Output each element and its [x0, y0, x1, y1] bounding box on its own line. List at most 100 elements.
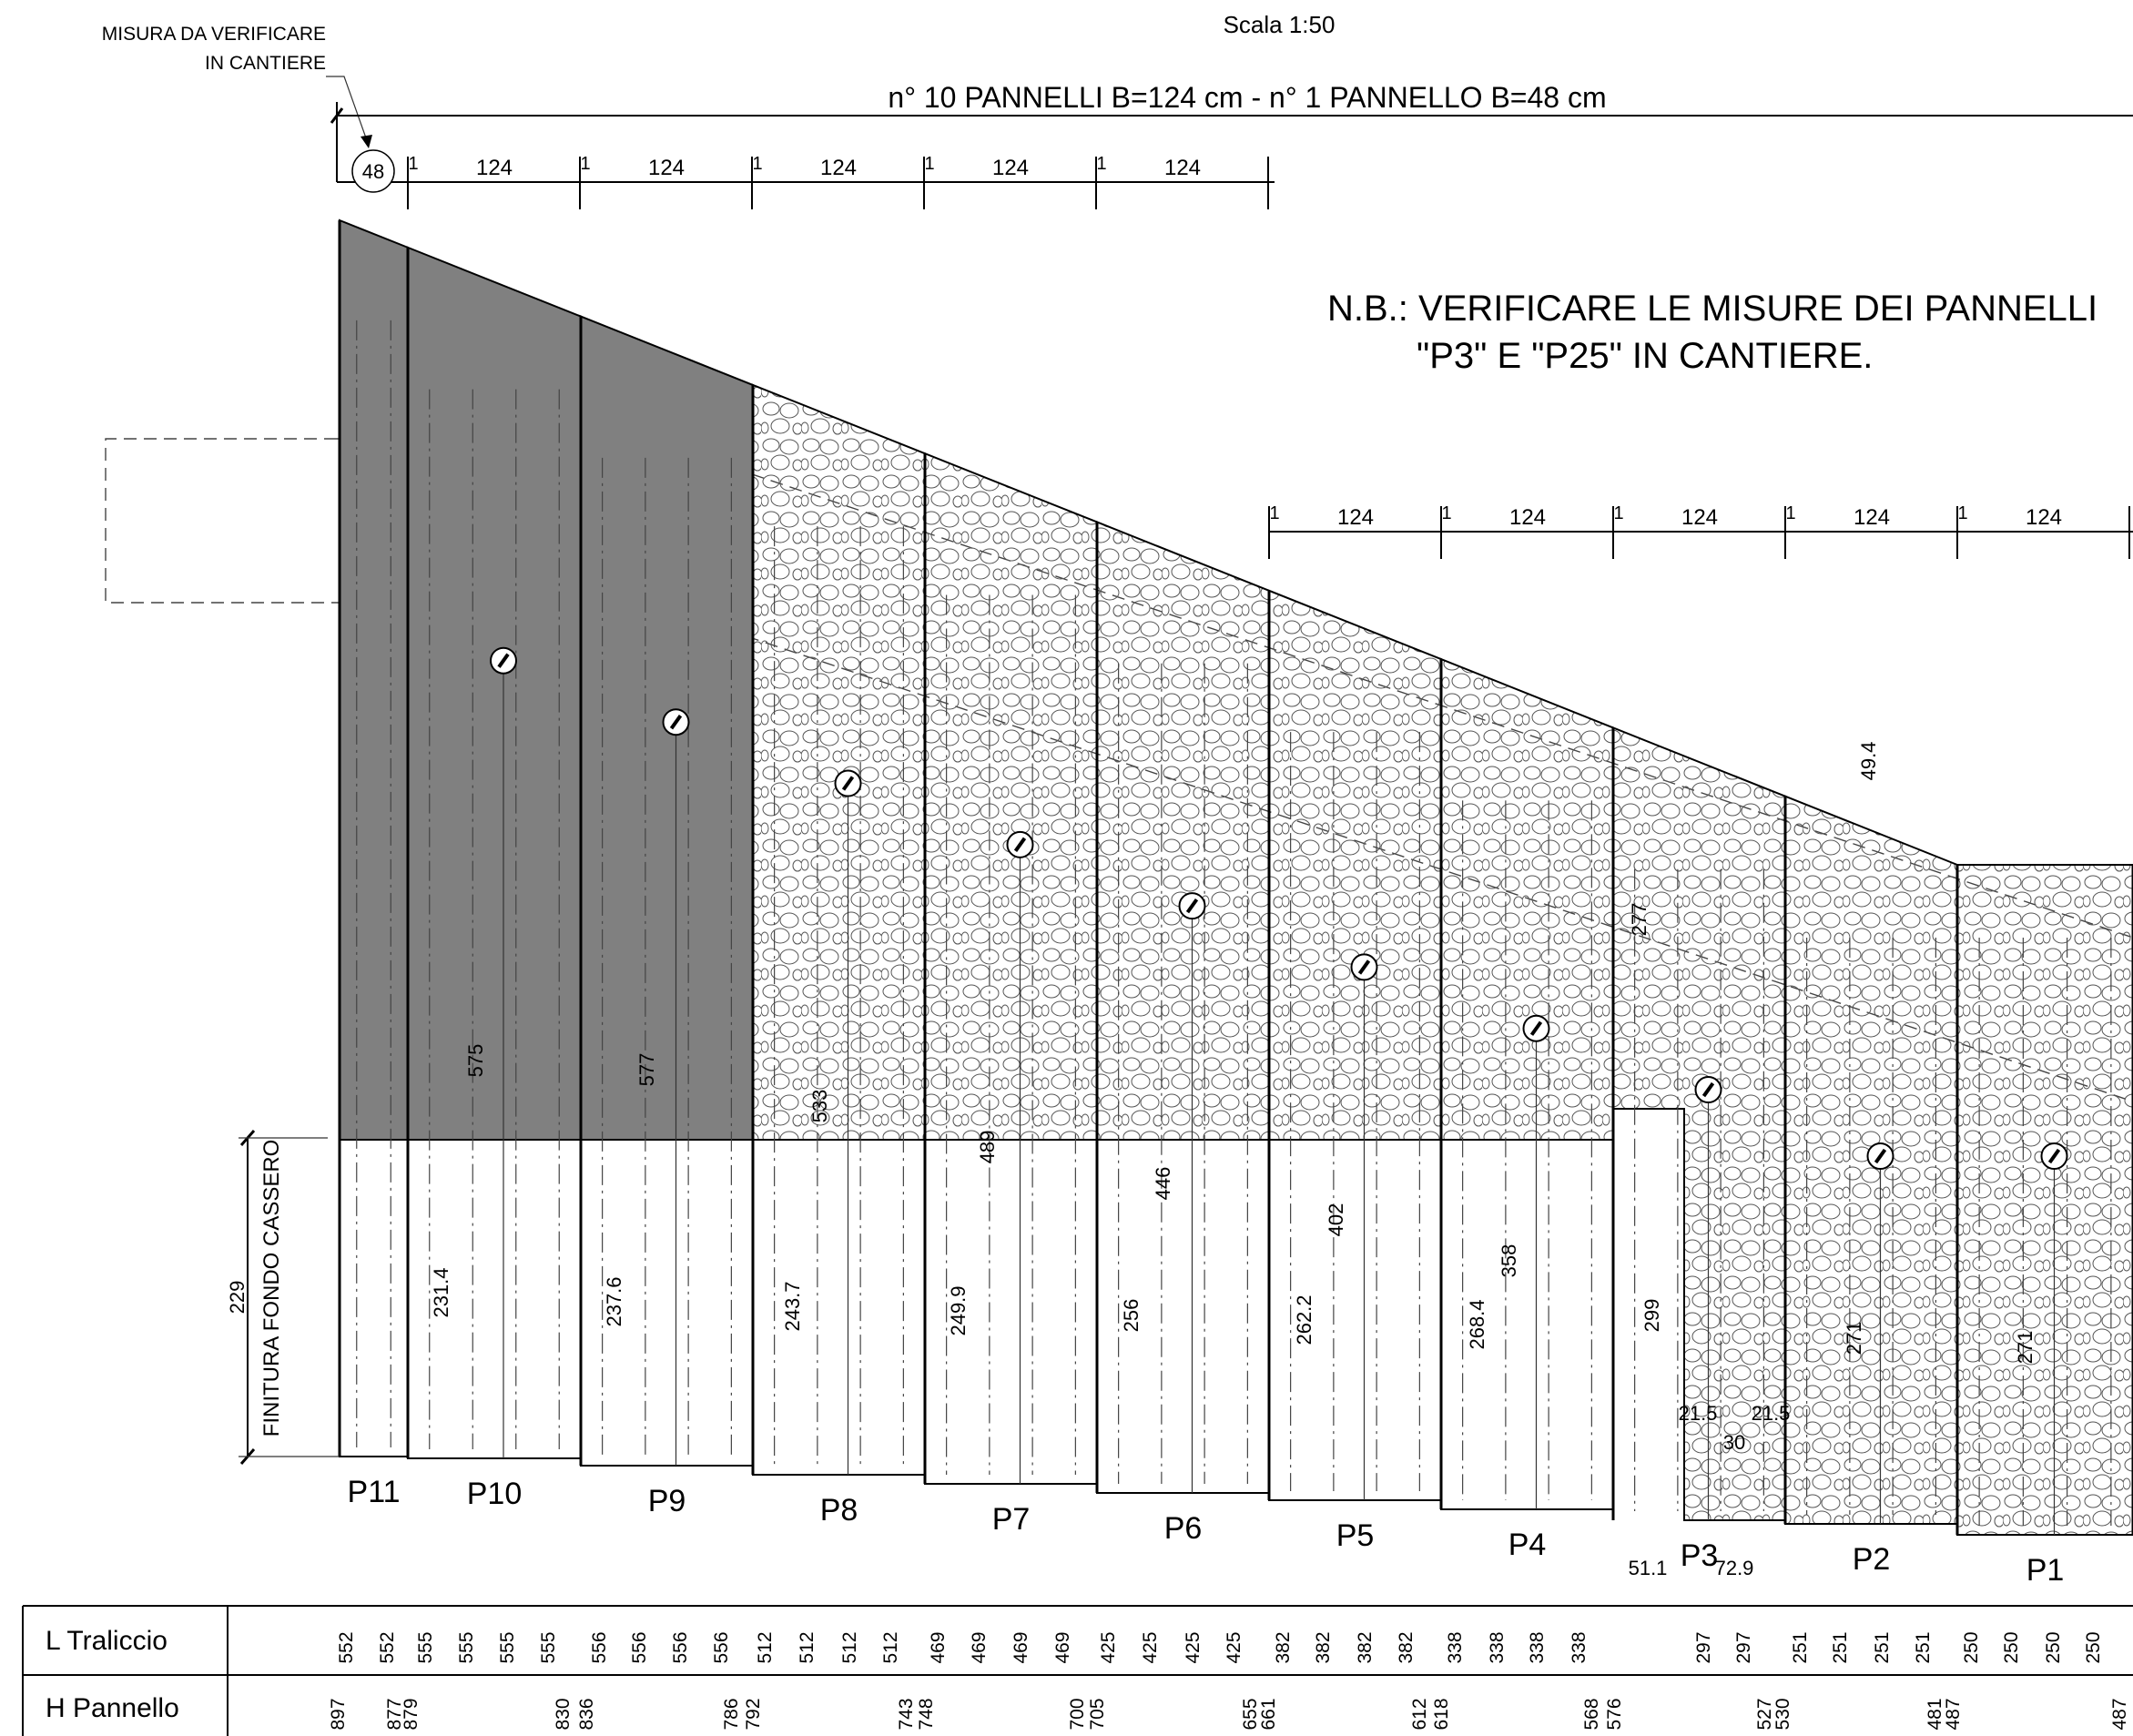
dimension-p8-1: 243.7 — [781, 1281, 804, 1331]
overall-dimension-label: n° 10 PANNELLI B=124 cm - n° 1 PANNELLO … — [888, 81, 1606, 114]
site-measure-value: 48 — [362, 160, 384, 183]
dimension-p10-0: 575 — [464, 1044, 487, 1078]
dimension-p4-1: 268.4 — [1466, 1299, 1488, 1349]
joint-label: 1 — [1269, 503, 1279, 523]
dimension-p6-1: 256 — [1120, 1299, 1143, 1333]
site-note-line1: MISURA DA VERIFICARE — [102, 24, 326, 45]
table-cell-pannello: 655 — [1240, 1698, 1261, 1730]
panel-label-p10: P10 — [467, 1477, 523, 1511]
table-cell-pannello: 481 — [1925, 1698, 1945, 1730]
panel-width-label: 124 — [1854, 505, 1890, 530]
dimension-p1-0: 271 — [2014, 1331, 2037, 1365]
dimension-p9-1: 237.6 — [603, 1276, 625, 1326]
joint-label: 1 — [1957, 503, 1967, 523]
table-cell-traliccio: 556 — [629, 1631, 650, 1663]
panel-p7-base — [924, 1139, 1098, 1485]
table-cell-traliccio: 338 — [1569, 1631, 1590, 1663]
table-cell-pannello: 487 — [2109, 1698, 2130, 1730]
table-cell-pannello: 527 — [1754, 1698, 1775, 1730]
table-cell-traliccio: 512 — [880, 1631, 901, 1663]
panel-label-p3: P3 — [1681, 1538, 1719, 1573]
lifting-point-mark — [1701, 1081, 1715, 1098]
panel-p7-upper — [924, 452, 1098, 1141]
table-cell-traliccio: 469 — [1011, 1631, 1031, 1663]
table-cell-traliccio: 382 — [1273, 1631, 1294, 1663]
base-text-label: FINITURA FONDO CASSERO — [259, 1140, 284, 1437]
dimension-p3-5: 21.5 — [1752, 1402, 1791, 1425]
lifting-point-mark — [1874, 1148, 1887, 1164]
table-cell-traliccio: 382 — [1396, 1631, 1417, 1663]
table-cell-traliccio: 469 — [1052, 1631, 1073, 1663]
panel-p4-upper — [1440, 657, 1614, 1141]
table-cell-traliccio: 297 — [1693, 1631, 1714, 1663]
table-cell-pannello: 879 — [401, 1698, 422, 1730]
dimension-p7-1: 249.9 — [947, 1285, 970, 1335]
table-cell-pannello: 700 — [1067, 1698, 1088, 1730]
table-row-label-traliccio: L Traliccio — [46, 1626, 168, 1656]
table-cell-traliccio: 556 — [589, 1631, 610, 1663]
table-cell-traliccio: 552 — [336, 1631, 357, 1663]
panel-p5-base — [1268, 1139, 1442, 1501]
table-cell-traliccio: 250 — [2001, 1631, 2022, 1663]
dimension-p3-4: 30 — [1723, 1431, 1745, 1454]
table-cell-pannello: 877 — [384, 1698, 405, 1730]
panel-label-p11: P11 — [348, 1475, 401, 1509]
panel-width-label: 124 — [1164, 156, 1201, 180]
lifting-point-mark — [1185, 898, 1199, 914]
table-cell-traliccio: 469 — [969, 1631, 990, 1663]
table-cell-traliccio: 338 — [1527, 1631, 1548, 1663]
dimension-p3-3: 21.5 — [1679, 1402, 1718, 1425]
joint-label: 1 — [752, 154, 762, 174]
table-cell-pannello: 897 — [328, 1698, 349, 1730]
table-cell-pannello: 618 — [1431, 1698, 1452, 1730]
panel-label-p7: P7 — [992, 1502, 1031, 1537]
table-cell-traliccio: 297 — [1733, 1631, 1754, 1663]
table-cell-traliccio: 251 — [1830, 1631, 1851, 1663]
dimension-p3-7: 72.9 — [1715, 1557, 1754, 1579]
table-cell-traliccio: 556 — [711, 1631, 732, 1663]
panel-p4-base — [1440, 1139, 1614, 1510]
table-cell-traliccio: 556 — [670, 1631, 691, 1663]
table-cell-traliccio: 555 — [456, 1631, 477, 1663]
panel-p11-base — [339, 1139, 409, 1457]
table-cell-pannello: 487 — [1943, 1698, 1964, 1730]
lifting-point-mark — [2047, 1148, 2061, 1164]
site-note-line2: IN CANTIERE — [205, 53, 326, 74]
table-cell-traliccio: 251 — [1872, 1631, 1893, 1663]
panel-width-label: 124 — [1337, 505, 1374, 530]
lifting-point-mark — [497, 653, 510, 668]
joint-label: 1 — [1096, 154, 1106, 174]
joint-label: 1 — [580, 154, 590, 174]
lifting-point-mark — [1357, 959, 1371, 975]
table-cell-traliccio: 425 — [1140, 1631, 1161, 1663]
table-cell-traliccio: 555 — [538, 1631, 559, 1663]
site-note-arrowhead — [361, 135, 372, 148]
site-measure-circle — [351, 149, 395, 193]
panel-width-label: 124 — [1681, 505, 1718, 530]
panel-width-label: 124 — [2026, 505, 2062, 530]
lifting-point-mark — [1013, 837, 1027, 852]
table-cell-traliccio: 250 — [2083, 1631, 2104, 1663]
dimension-p8-0: 533 — [808, 1090, 831, 1123]
table-cell-traliccio: 251 — [1790, 1631, 1811, 1663]
table-cell-pannello: 748 — [916, 1698, 937, 1730]
dimension-p3-6: 51.1 — [1629, 1557, 1668, 1579]
panel-p8-base — [752, 1139, 926, 1476]
table-cell-traliccio: 512 — [797, 1631, 818, 1663]
panel-label-p9: P9 — [648, 1484, 686, 1518]
base-height-label: 229 — [226, 1281, 249, 1315]
lifting-point-mark — [1529, 1020, 1543, 1036]
table-cell-traliccio: 512 — [755, 1631, 776, 1663]
table-cell-pannello: 612 — [1409, 1698, 1430, 1730]
joint-label: 1 — [924, 154, 934, 174]
table-cell-pannello: 661 — [1258, 1698, 1279, 1730]
table-cell-pannello: 568 — [1581, 1698, 1602, 1730]
dimension-p5-1: 262.2 — [1293, 1294, 1315, 1345]
table-cell-traliccio: 425 — [1183, 1631, 1204, 1663]
panel-p8-upper — [752, 383, 926, 1141]
table-cell-traliccio: 555 — [497, 1631, 518, 1663]
panel-label-p4: P4 — [1508, 1528, 1547, 1562]
site-note-leader — [326, 76, 370, 147]
table-cell-traliccio: 512 — [839, 1631, 860, 1663]
